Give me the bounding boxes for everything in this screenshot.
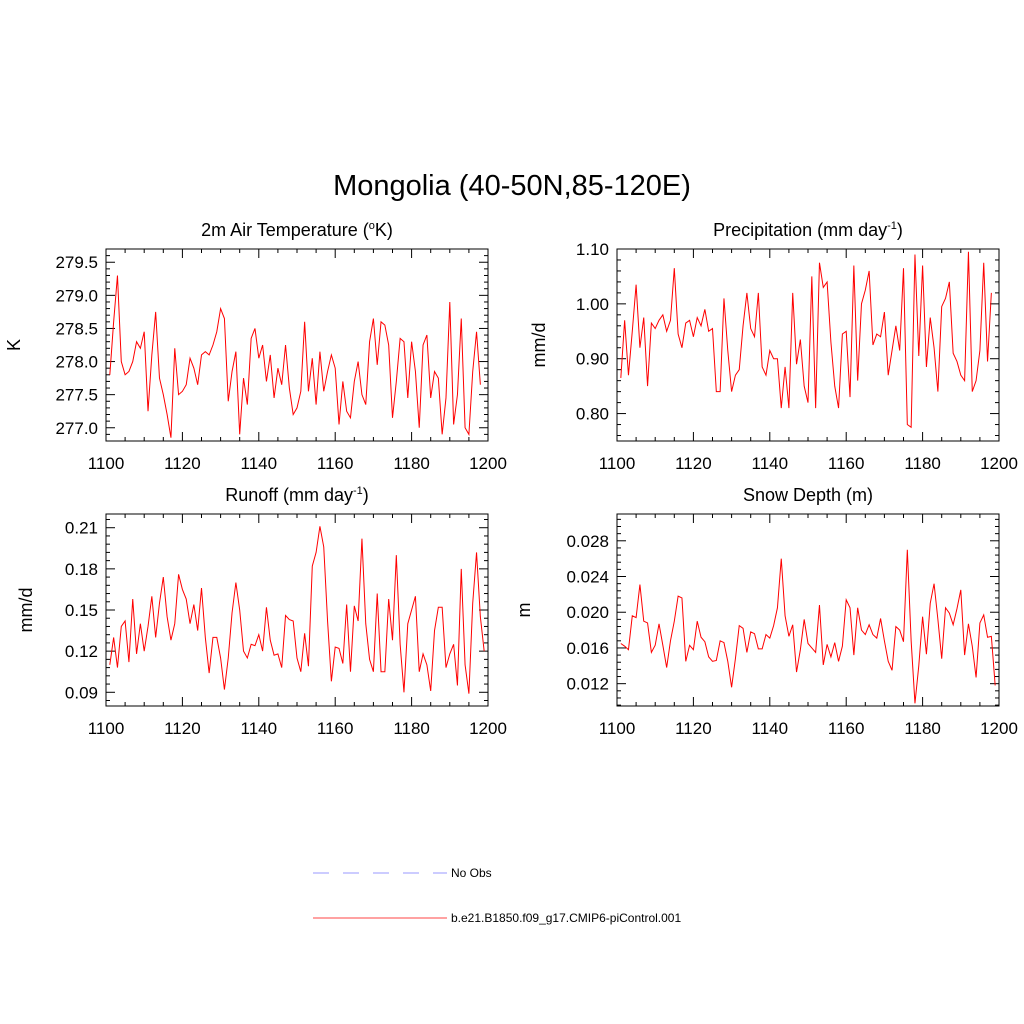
panel-air-temperature: 2m Air Temperature (oK) K 1100 1120 1140 1160… bbox=[4, 220, 507, 473]
x-tick-label: 1180 bbox=[904, 719, 941, 738]
plot-frame bbox=[616, 248, 1000, 442]
x-tick-label: 1120 bbox=[675, 719, 712, 738]
x-tick-label: 1180 bbox=[904, 454, 941, 473]
x-tick-label: 1200 bbox=[980, 719, 1018, 738]
y-tick-label: 0.016 bbox=[566, 639, 609, 658]
y-tick-label: 277.0 bbox=[55, 419, 98, 438]
y-tick-label: 0.12 bbox=[65, 642, 98, 661]
x-tick-label: 1140 bbox=[752, 719, 789, 738]
y-tick-label: 277.5 bbox=[55, 386, 98, 405]
x-tick-label: 1140 bbox=[241, 719, 278, 738]
y-tick-label: 0.21 bbox=[65, 519, 98, 538]
series-line-runoff bbox=[109, 526, 485, 694]
x-tick-label: 1140 bbox=[241, 454, 278, 473]
x-tick-label: 1120 bbox=[675, 454, 712, 473]
y-tick-label: 0.09 bbox=[65, 683, 98, 702]
plot-frame bbox=[105, 513, 489, 707]
x-tick-label: 1120 bbox=[164, 454, 201, 473]
panel-snow-depth: Snow Depth (m) m 1100 1120 1140 1160 1180 1200 0… bbox=[514, 485, 1018, 738]
panel-title-main: Precipitation (mm day bbox=[713, 220, 887, 240]
series-line-air-temperature bbox=[109, 275, 481, 438]
panel-title-end: ) bbox=[363, 485, 369, 505]
x-tick-label: 1200 bbox=[469, 719, 507, 738]
panel-precipitation: Precipitation (mm day-1) mm/d 1100 1120 1140… bbox=[529, 220, 1018, 473]
figure-title: Mongolia (40-50N,85-120E) bbox=[333, 170, 691, 202]
y-tick-label: 278.0 bbox=[55, 353, 98, 372]
y-tick-label: 0.024 bbox=[566, 568, 609, 587]
y-axis-label: m bbox=[514, 603, 534, 618]
plot-frame bbox=[616, 513, 1000, 707]
y-tick-label: 278.5 bbox=[55, 319, 98, 338]
y-tick-label: 1.00 bbox=[576, 295, 609, 314]
x-tick-label: 1200 bbox=[469, 454, 507, 473]
y-tick-label: 279.0 bbox=[55, 286, 98, 305]
x-tick-label: 1160 bbox=[828, 454, 865, 473]
legend-label-no-obs: No Obs bbox=[451, 866, 492, 880]
plot-frame bbox=[105, 248, 489, 442]
panel-title-sup: -1 bbox=[887, 220, 897, 232]
series-line-precipitation bbox=[620, 251, 992, 429]
x-tick-label: 1100 bbox=[599, 719, 636, 738]
y-tick-label: 0.80 bbox=[576, 405, 609, 424]
y-tick-label: 0.028 bbox=[566, 532, 609, 551]
legend-label-picontrol: b.e21.B1850.f09_g17.CMIP6-piControl.001 bbox=[451, 911, 681, 925]
y-tick-label: 1.10 bbox=[576, 240, 609, 259]
panel-title-sup: o bbox=[369, 220, 375, 232]
panel-title-end: ) bbox=[897, 220, 903, 240]
y-tick-label: 0.90 bbox=[576, 350, 609, 369]
panel-title: Precipitation (mm day-1) bbox=[713, 220, 903, 240]
x-tick-label: 1100 bbox=[88, 719, 125, 738]
panel-title: Snow Depth (m) bbox=[743, 485, 873, 505]
panel-title: 2m Air Temperature (oK) bbox=[201, 220, 393, 240]
x-tick-label: 1160 bbox=[828, 719, 865, 738]
panel-title-main: Snow Depth (m) bbox=[743, 485, 873, 505]
x-tick-label: 1180 bbox=[393, 454, 430, 473]
x-tick-label: 1160 bbox=[317, 454, 354, 473]
panel-title-main: Runoff (mm day bbox=[225, 485, 353, 505]
y-tick-label: 279.5 bbox=[55, 253, 98, 272]
y-tick-label: 0.15 bbox=[65, 601, 98, 620]
x-tick-label: 1180 bbox=[393, 719, 430, 738]
y-tick-label: 0.020 bbox=[566, 603, 609, 622]
y-axis-label: mm/d bbox=[16, 588, 36, 633]
panel-title-end: K) bbox=[375, 220, 393, 240]
y-tick-label: 0.18 bbox=[65, 560, 98, 579]
y-axis-label: K bbox=[4, 339, 24, 351]
x-tick-label: 1100 bbox=[599, 454, 636, 473]
x-tick-label: 1200 bbox=[980, 454, 1018, 473]
x-tick-label: 1120 bbox=[164, 719, 201, 738]
y-tick-label: 0.012 bbox=[566, 675, 609, 694]
legend: No Obs b.e21.B1850.f09_g17.CMIP6-piContr… bbox=[313, 866, 681, 925]
panel-title: Runoff (mm day-1) bbox=[225, 485, 369, 505]
panel-title-main: 2m Air Temperature ( bbox=[201, 220, 369, 240]
x-tick-label: 1160 bbox=[317, 719, 354, 738]
panel-title-sup: -1 bbox=[353, 485, 363, 497]
y-axis-label: mm/d bbox=[529, 323, 549, 368]
series-line-snow-depth bbox=[620, 549, 996, 704]
x-tick-label: 1140 bbox=[752, 454, 789, 473]
x-tick-label: 1100 bbox=[88, 454, 125, 473]
panel-runoff: Runoff (mm day-1) mm/d 1100 1120 1140 1160 118… bbox=[16, 485, 507, 738]
